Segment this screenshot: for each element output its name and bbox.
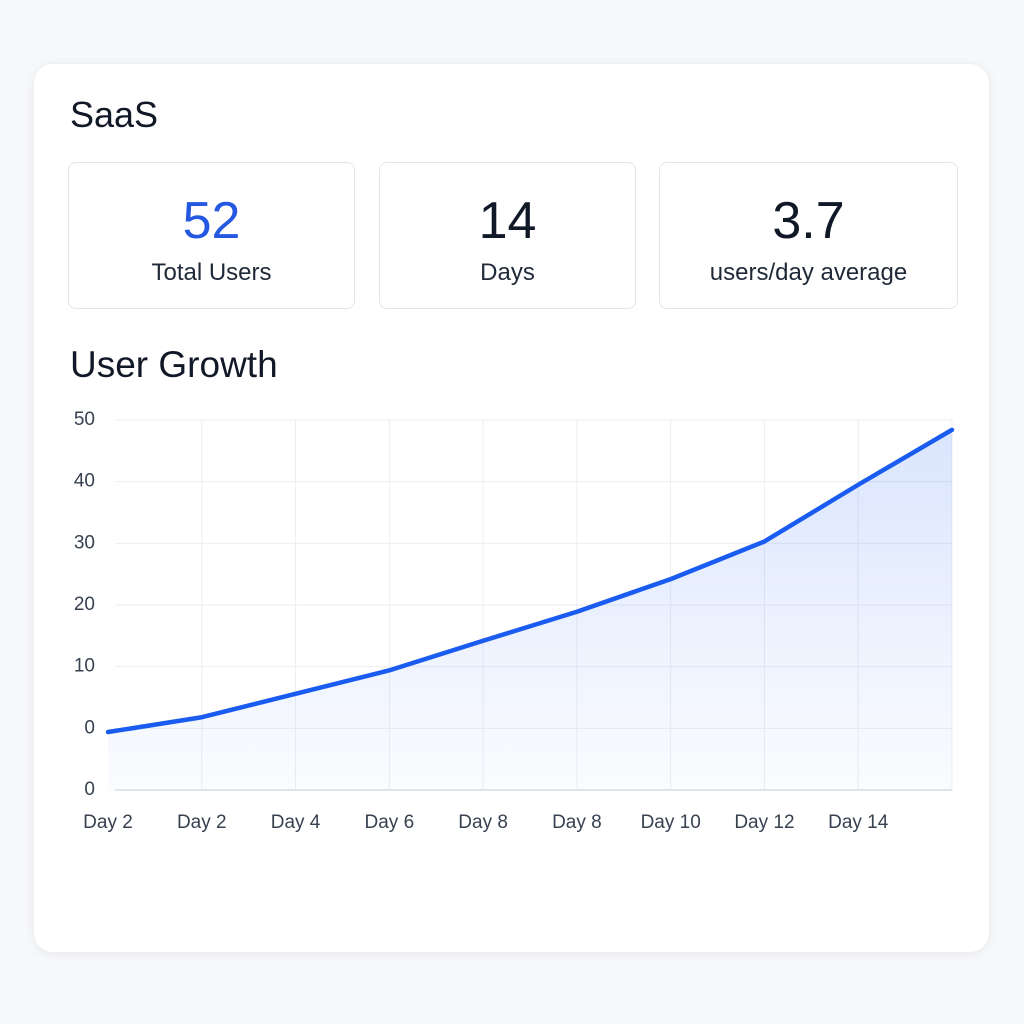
stat-label: Total Users xyxy=(151,259,272,286)
x-tick-label: Day 2 xyxy=(83,812,133,833)
y-tick-label: 30 xyxy=(74,532,95,553)
y-tick-label: 0 xyxy=(84,717,95,738)
chart-title: User Growth xyxy=(70,344,278,385)
y-tick-label: 0 xyxy=(84,779,95,800)
y-tick-label: 20 xyxy=(74,594,95,615)
x-tick-label: Day 14 xyxy=(828,812,889,833)
x-tick-label: Day 6 xyxy=(365,812,415,833)
stat-value: 3.7 xyxy=(772,192,845,250)
line-area xyxy=(108,429,952,790)
y-tick-label: 50 xyxy=(74,409,95,430)
x-tick-label: Day 12 xyxy=(734,812,794,833)
y-tick-label: 10 xyxy=(74,656,95,677)
stat-label: users/day average xyxy=(709,259,908,286)
stat-value: 14 xyxy=(478,192,537,250)
x-tick-label: Day 8 xyxy=(552,812,602,833)
x-tick-label: Day 8 xyxy=(458,812,508,833)
dashboard-title: SaaS xyxy=(70,94,159,135)
stat-card: 52 Total Users xyxy=(68,162,355,309)
stat-card: 3.7 users/day average xyxy=(659,162,958,309)
stat-card: 14 Days xyxy=(379,162,636,309)
line xyxy=(105,427,955,735)
stat-value: 52 xyxy=(182,192,241,250)
x-tick-label: Day 4 xyxy=(271,812,321,833)
stat-label: Days xyxy=(480,259,535,286)
x-tick-label: Day 10 xyxy=(641,812,701,833)
y-tick-label: 40 xyxy=(74,471,95,492)
x-tick-label: Day 2 xyxy=(177,812,227,833)
